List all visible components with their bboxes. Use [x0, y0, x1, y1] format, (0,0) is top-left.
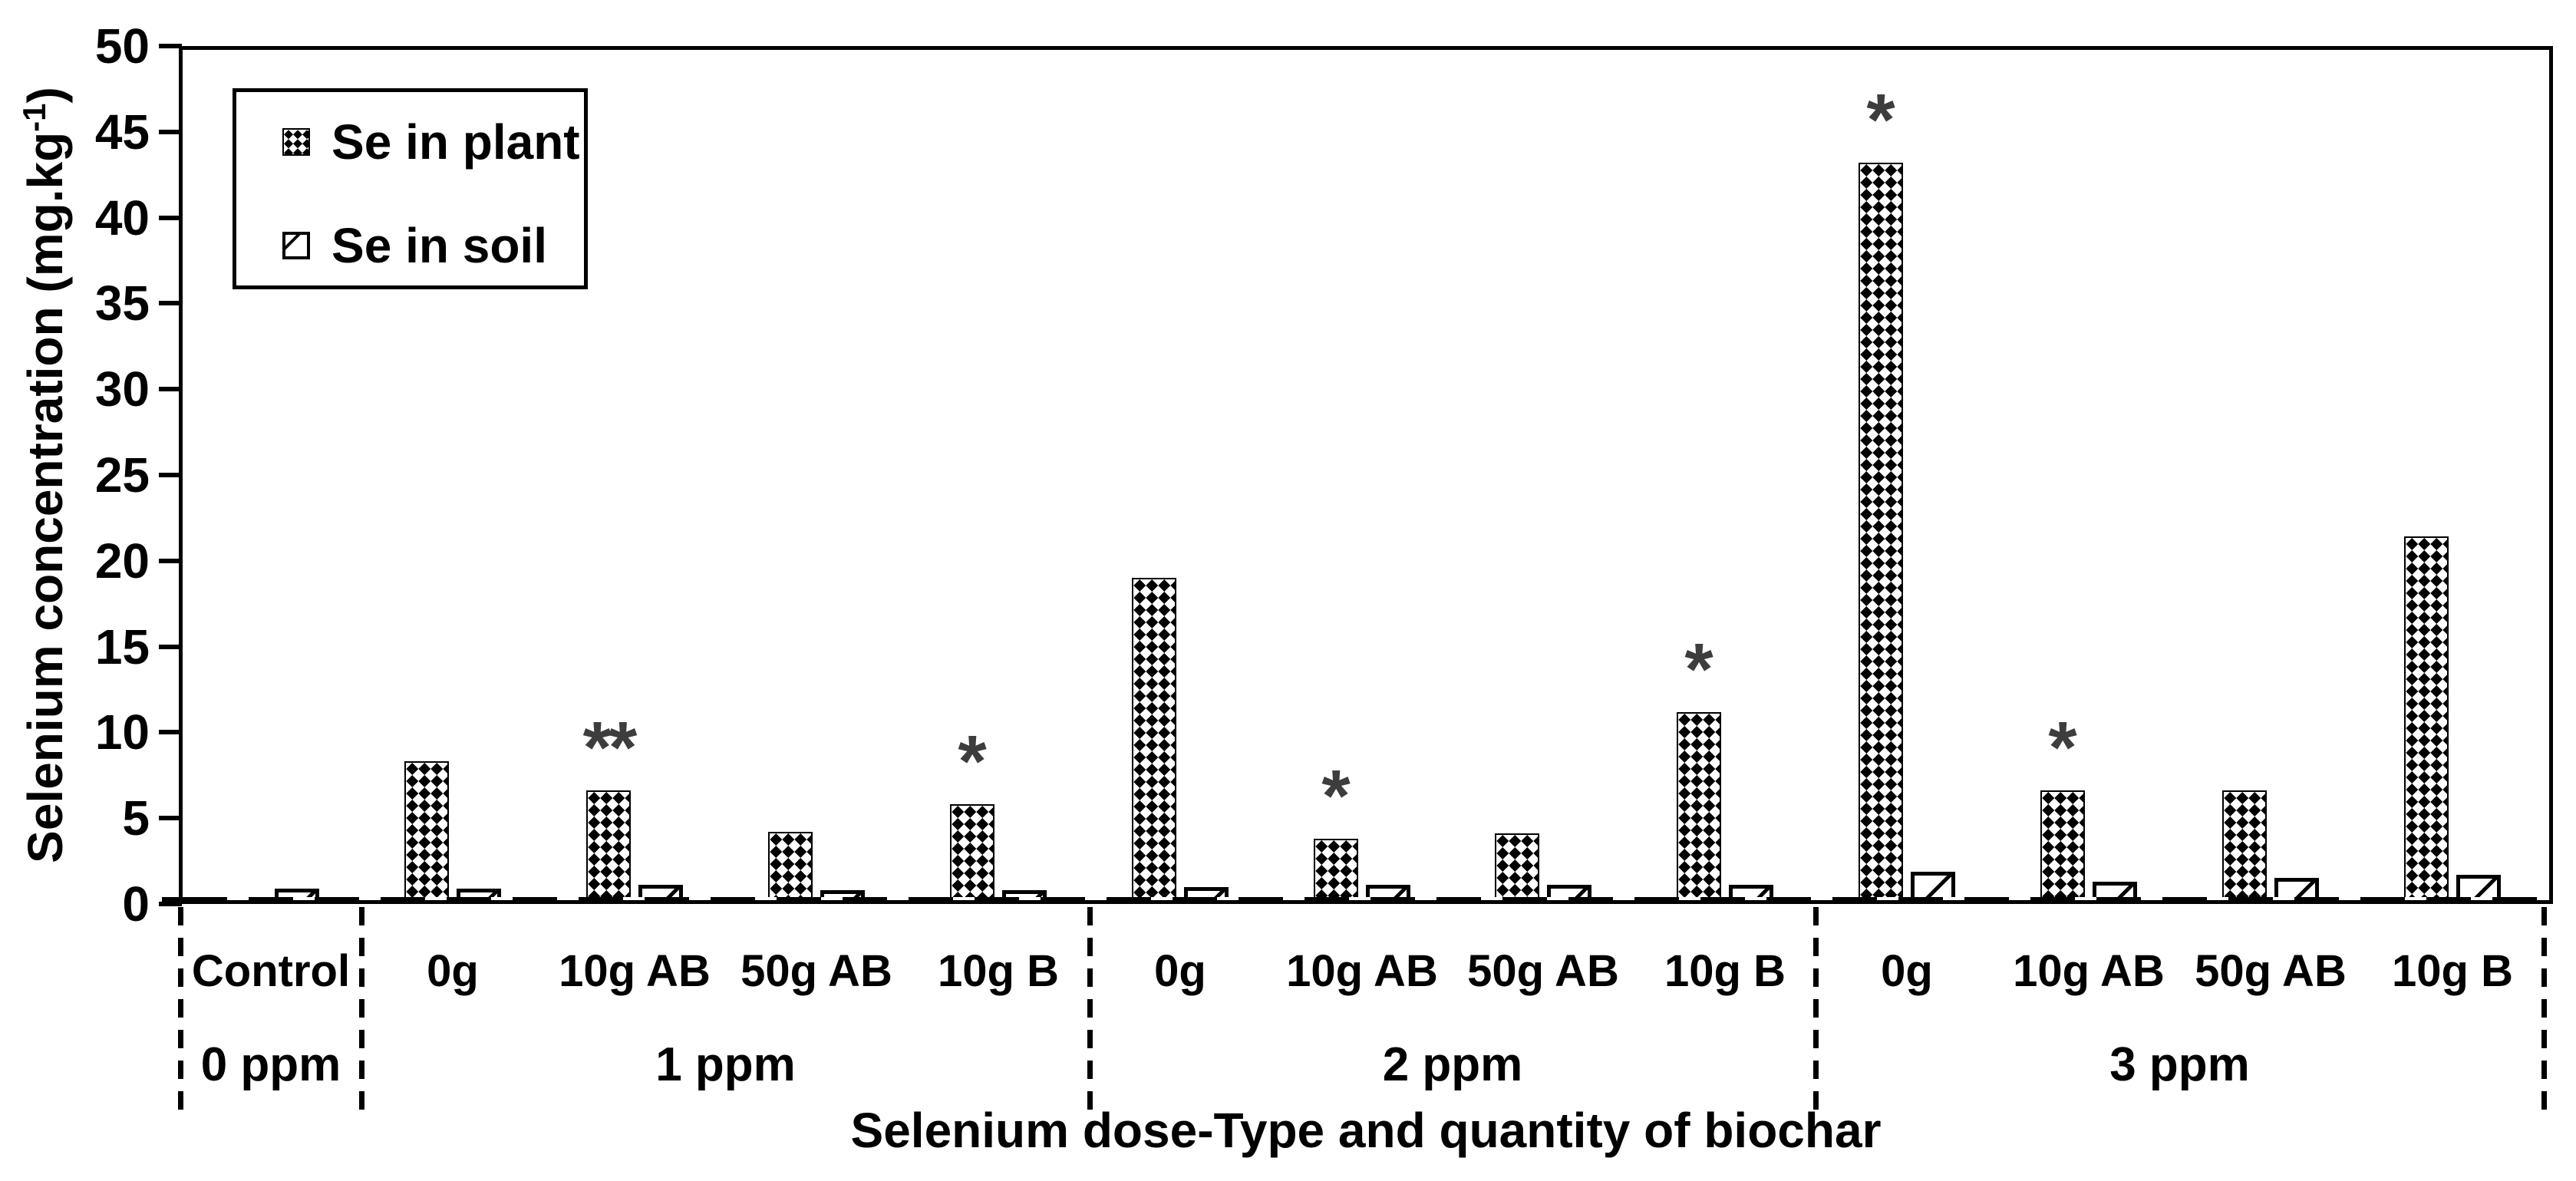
se-in-plant-swatch-icon: [282, 128, 310, 156]
group-separator: [2541, 907, 2547, 1122]
y-axis-title-text: Selenium concentration (mg.kg: [18, 131, 74, 863]
bar-se-in-plant: [586, 790, 631, 904]
y-axis-tick: [159, 387, 182, 391]
y-axis-tick-label: 20: [94, 533, 150, 589]
y-axis-tick: [159, 301, 182, 305]
bar-se-in-plant: [950, 804, 994, 904]
treatment-label: 10g AB: [2013, 946, 2165, 996]
y-axis-tick-label: 25: [94, 447, 150, 503]
legend-entry-soil: Se in soil: [282, 219, 547, 272]
y-axis-tick: [159, 645, 182, 649]
y-axis-tick-label: 10: [94, 704, 150, 760]
bar-se-in-soil: [2274, 878, 2319, 904]
group-separator: [178, 907, 183, 1122]
x-axis-dash-overlay: [183, 897, 2549, 900]
group-separator: [359, 907, 364, 1122]
treatment-label: 0g: [1154, 946, 1206, 996]
treatment-label: 50g AB: [1467, 946, 1619, 996]
treatment-label: 10g B: [938, 946, 1059, 996]
y-axis-tick-label: 40: [94, 190, 150, 246]
significance-marker: **: [582, 707, 638, 789]
significance-marker: *: [1684, 628, 1713, 711]
y-axis-tick-label: 35: [94, 275, 150, 331]
y-axis-tick-label: 45: [94, 104, 150, 160]
bar-se-in-plant: [1677, 712, 1721, 904]
significance-marker: *: [2048, 707, 2077, 789]
y-axis-tick: [159, 816, 182, 820]
treatment-label: Control: [191, 946, 351, 996]
significance-marker: *: [1866, 79, 1895, 161]
legend-label-soil: Se in soil: [331, 218, 547, 273]
significance-marker: *: [1321, 755, 1351, 837]
dose-label: 2 ppm: [1382, 1038, 1523, 1091]
y-axis-tick: [159, 44, 182, 48]
x-axis-line: [162, 897, 2553, 904]
y-axis-tick: [159, 473, 182, 477]
y-axis-title-superscript: -1: [15, 103, 52, 132]
y-axis-tick: [159, 902, 182, 906]
dose-label: 3 ppm: [2109, 1038, 2250, 1091]
y-axis-tick-label: 5: [122, 790, 150, 846]
y-axis-tick-label: 15: [94, 619, 150, 675]
plot-border-top: [179, 46, 2553, 50]
bar-se-in-plant: [768, 832, 813, 904]
y-axis-tick-label: 50: [94, 18, 150, 74]
legend-entry-plant: Se in plant: [282, 115, 580, 169]
se-in-soil-swatch-icon: [282, 232, 310, 259]
treatment-label: 50g AB: [2195, 946, 2347, 996]
legend-label-plant: Se in plant: [331, 114, 580, 170]
treatment-label: 10g B: [1664, 946, 1786, 996]
y-axis-title: Selenium concentration (mg.kg-1): [8, 87, 74, 863]
dose-label: 0 ppm: [200, 1038, 341, 1091]
bar-se-in-plant: [404, 761, 449, 904]
treatment-label: 0g: [427, 946, 479, 996]
bar-se-in-plant: [1132, 578, 1176, 904]
y-axis-tick-label: 0: [122, 876, 150, 932]
treatment-label: 10g AB: [1286, 946, 1438, 996]
bar-se-in-plant: [2222, 790, 2267, 904]
treatment-label: 0g: [1881, 946, 1933, 996]
y-axis-title-close: ): [18, 87, 74, 104]
x-axis-title: Selenium dose-Type and quantity of bioch…: [850, 1103, 1882, 1158]
bar-se-in-plant: [1859, 163, 1903, 904]
bar-se-in-plant: [2404, 536, 2449, 904]
y-axis-tick: [159, 730, 182, 734]
plot-border-right: [2549, 46, 2553, 904]
y-axis-tick: [159, 130, 182, 134]
treatment-label: 50g AB: [740, 946, 892, 996]
group-separator: [1813, 907, 1819, 1122]
bar-se-in-plant: [2040, 790, 2085, 904]
significance-marker: *: [958, 721, 987, 803]
y-axis-tick-label: 30: [94, 361, 150, 417]
dose-label: 1 ppm: [655, 1038, 796, 1091]
y-axis-tick: [159, 559, 182, 563]
bar-se-in-plant: [1495, 833, 1539, 904]
bar-se-in-plant: [1314, 839, 1358, 904]
treatment-label: 10g AB: [559, 946, 711, 996]
group-separator: [1087, 907, 1093, 1122]
treatment-label: 10g B: [2392, 946, 2513, 996]
legend-box: Se in plant Se in soil: [233, 88, 588, 289]
y-axis-tick: [159, 216, 182, 220]
